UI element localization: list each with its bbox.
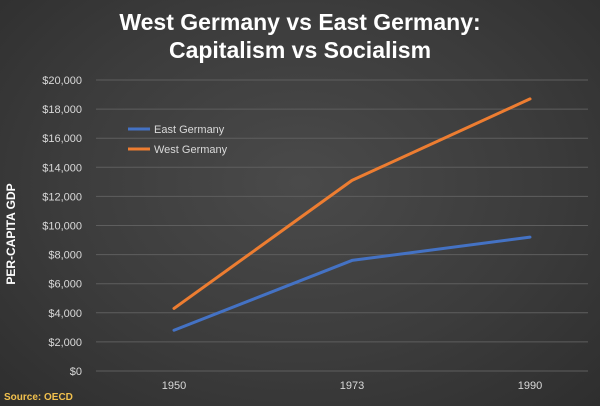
legend-label-east-germany: East Germany — [154, 124, 225, 136]
y-tick-label: $12,000 — [42, 191, 82, 203]
chart-title-line-2: Capitalism vs Socialism — [168, 37, 432, 63]
y-tick-label: $20,000 — [42, 75, 82, 87]
series-line-east-germany — [172, 235, 532, 332]
x-tick-label: 1973 — [340, 380, 364, 392]
y-tick-label: $14,000 — [42, 162, 82, 174]
y-tick-label: $8,000 — [48, 250, 82, 262]
y-tick-label: $10,000 — [42, 221, 82, 233]
y-tick-label: $2,000 — [48, 337, 82, 349]
y-tick-label: $16,000 — [42, 133, 82, 145]
y-tick-label: $0 — [70, 366, 82, 378]
y-tick-label: $4,000 — [48, 308, 82, 320]
x-tick-label: 1950 — [162, 380, 186, 392]
y-tick-label: $6,000 — [48, 279, 82, 291]
y-tick-label: $18,000 — [42, 104, 82, 116]
chart-title: West Germany vs East Germany: Capitalism… — [0, 8, 600, 64]
series-line-west-germany — [172, 97, 532, 310]
legend-label-west-germany: West Germany — [154, 144, 228, 156]
x-tick-label: 1990 — [518, 380, 542, 392]
chart-title-line-1: West Germany vs East Germany: — [119, 9, 481, 35]
source-note: Source: OECD — [4, 392, 73, 403]
